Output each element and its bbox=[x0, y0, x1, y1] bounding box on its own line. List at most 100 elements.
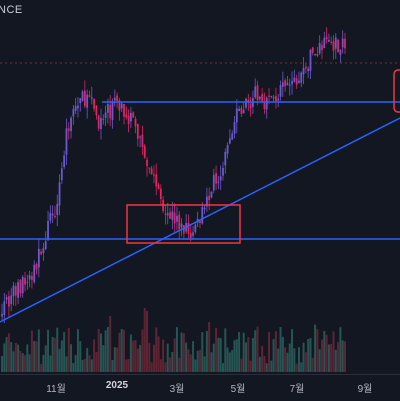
volume-bar bbox=[182, 333, 185, 372]
candle-body bbox=[24, 277, 26, 285]
candle-body bbox=[63, 155, 66, 168]
support-zone-box bbox=[126, 204, 241, 244]
volume-bar bbox=[56, 327, 59, 372]
volume-bar bbox=[12, 351, 15, 372]
candle-body bbox=[180, 223, 183, 228]
volume-bar bbox=[341, 340, 344, 372]
volume-bar bbox=[14, 342, 17, 372]
candle-body bbox=[277, 98, 280, 101]
volume-bar bbox=[159, 359, 162, 372]
candle-body bbox=[1, 313, 3, 317]
volume-bar bbox=[152, 344, 155, 372]
volume-bar bbox=[129, 334, 132, 372]
candle-body bbox=[205, 196, 208, 207]
volume-bar bbox=[281, 336, 284, 372]
volume-bar bbox=[28, 354, 31, 372]
volume-bar bbox=[320, 339, 323, 372]
volume-bar bbox=[97, 328, 100, 372]
candle-body bbox=[72, 109, 75, 117]
candle-body bbox=[3, 301, 6, 315]
volume-bar bbox=[254, 330, 257, 372]
volume-bar bbox=[180, 332, 183, 372]
x-tick-label: 7월 bbox=[289, 384, 305, 395]
candle-body bbox=[194, 224, 197, 232]
candle-body bbox=[139, 136, 142, 138]
candle-body bbox=[281, 82, 284, 87]
candle-body bbox=[171, 211, 174, 221]
candle-body bbox=[311, 47, 314, 53]
candle-body bbox=[233, 122, 236, 134]
candle-body bbox=[49, 212, 52, 221]
volume-bar bbox=[235, 339, 238, 372]
volume-bar bbox=[104, 330, 107, 372]
volume-bar bbox=[146, 310, 149, 372]
candle-body bbox=[150, 168, 153, 175]
volume-bar bbox=[309, 338, 312, 372]
volume-bar bbox=[74, 355, 77, 372]
volume-bar bbox=[311, 357, 314, 372]
volume-bar bbox=[72, 363, 75, 372]
volume-bar bbox=[219, 338, 222, 372]
volume-bar bbox=[113, 347, 116, 372]
volume-bar bbox=[268, 332, 271, 372]
volume-bar bbox=[143, 307, 146, 372]
candle-body bbox=[74, 105, 77, 111]
volume-bar bbox=[51, 336, 54, 372]
candle-body bbox=[28, 275, 31, 280]
volume-bar bbox=[265, 363, 268, 372]
volume-bar bbox=[70, 344, 73, 372]
candle-body bbox=[120, 103, 123, 109]
volume-bar bbox=[58, 348, 61, 372]
candle-body bbox=[265, 97, 268, 110]
volume-bar bbox=[148, 342, 151, 372]
volume-bar bbox=[274, 331, 277, 372]
candle-body bbox=[70, 117, 72, 132]
candle-body bbox=[240, 107, 243, 114]
candle-body bbox=[249, 103, 252, 109]
candle-body bbox=[58, 182, 61, 206]
right-edge-box bbox=[393, 69, 400, 113]
volume-bar bbox=[196, 350, 199, 372]
candle-body bbox=[146, 159, 148, 166]
candle-body bbox=[339, 49, 342, 55]
candle-body bbox=[33, 264, 36, 283]
candle-body bbox=[141, 134, 144, 147]
volume-bar bbox=[245, 342, 248, 372]
candle-body bbox=[176, 215, 178, 222]
candle-body bbox=[275, 96, 277, 101]
volume-bar bbox=[116, 347, 119, 372]
volume-bar bbox=[19, 350, 22, 372]
volume-bar bbox=[106, 326, 109, 372]
volume-bar bbox=[256, 326, 259, 372]
volume-bar bbox=[44, 345, 47, 372]
volume-bar bbox=[93, 339, 96, 372]
volume-bar bbox=[212, 343, 215, 372]
candle-body bbox=[47, 220, 49, 241]
x-tick-label: 5월 bbox=[230, 384, 246, 395]
candle-body bbox=[208, 195, 211, 201]
volume-bar bbox=[30, 330, 33, 372]
candle-body bbox=[201, 207, 204, 224]
candle-body bbox=[327, 39, 330, 42]
volume-bar bbox=[134, 340, 137, 372]
candle-body bbox=[272, 97, 275, 99]
volume-bar bbox=[86, 347, 89, 372]
volume-bar bbox=[327, 344, 330, 372]
volume-bar bbox=[224, 328, 227, 372]
volume-bar bbox=[166, 343, 169, 372]
candle-body bbox=[51, 213, 54, 216]
candle-body bbox=[341, 38, 344, 48]
volume-bar bbox=[162, 339, 165, 372]
volume-bar bbox=[284, 347, 287, 372]
volume-bar bbox=[132, 340, 135, 372]
candle-body bbox=[258, 96, 261, 100]
volume-bar bbox=[185, 342, 188, 372]
volume-bar bbox=[337, 342, 340, 372]
volume-bar bbox=[344, 341, 346, 372]
volume-bar bbox=[157, 336, 160, 372]
volume-bar bbox=[120, 329, 123, 372]
candle-body bbox=[60, 168, 63, 181]
volume-bar bbox=[81, 359, 84, 372]
